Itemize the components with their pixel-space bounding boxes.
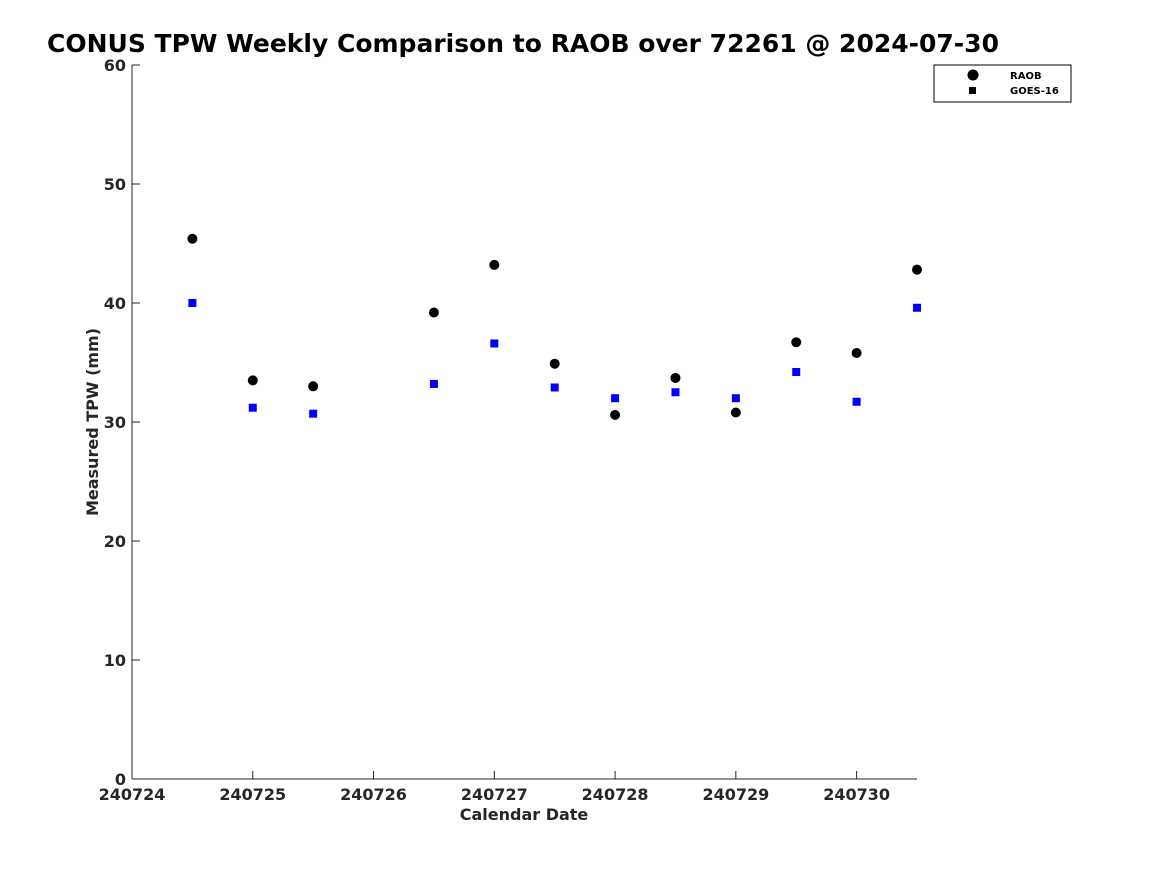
legend-box xyxy=(933,64,1072,103)
raob-point xyxy=(670,372,681,383)
legend-goes16-marker xyxy=(969,87,976,94)
y-tick-label: 0 xyxy=(115,770,126,789)
chart-title: CONUS TPW Weekly Comparison to RAOB over… xyxy=(47,29,999,58)
raob-point xyxy=(912,264,922,275)
x-tick-label: 240730 xyxy=(823,785,890,804)
x-tick-label: 240729 xyxy=(702,785,769,804)
y-tick-label: 50 xyxy=(104,175,126,194)
raob-point xyxy=(851,347,862,358)
raob-point xyxy=(549,358,560,369)
axes: 0 10 20 30 40 50 60 240724 240725 240726 240727 240… xyxy=(99,56,917,804)
x-tick-label: 240726 xyxy=(340,785,407,804)
goes16-point xyxy=(731,394,740,403)
x-axis-label: Calendar Date xyxy=(460,805,589,824)
goes16-point xyxy=(490,339,499,348)
raob-point xyxy=(730,407,741,418)
x-tick-label: 240725 xyxy=(219,785,286,804)
y-axis-label: Measured TPW (mm) xyxy=(83,328,102,516)
raob-point xyxy=(247,375,258,386)
goes16-point xyxy=(792,368,801,377)
goes16-point xyxy=(611,394,620,403)
legend: RAOB GOES-16 xyxy=(933,64,1072,103)
raob-point xyxy=(489,259,500,270)
goes16-point xyxy=(309,409,318,418)
goes16-point xyxy=(248,403,257,412)
raob-point xyxy=(791,337,802,348)
goes16-point xyxy=(188,299,197,307)
goes16-point xyxy=(671,388,680,397)
legend-raob-label: RAOB xyxy=(1010,71,1042,82)
y-tick-label: 10 xyxy=(104,651,126,670)
raob-point xyxy=(308,381,319,392)
raob-point xyxy=(187,233,198,244)
legend-goes16-label: GOES-16 xyxy=(1010,86,1059,97)
x-tick-label: 240728 xyxy=(582,785,649,804)
goes16-point xyxy=(429,379,438,388)
data-marks xyxy=(187,233,922,420)
x-tick-label: 240724 xyxy=(99,785,166,804)
goes16-point xyxy=(550,383,559,392)
legend-raob-marker xyxy=(967,69,979,81)
raob-point xyxy=(610,409,621,420)
x-tick-label: 240727 xyxy=(461,785,528,804)
y-tick-label: 40 xyxy=(104,294,126,313)
y-tick-label: 30 xyxy=(104,413,126,432)
raob-point xyxy=(428,307,439,318)
y-tick-label: 20 xyxy=(104,532,126,551)
y-tick-label: 60 xyxy=(104,56,126,75)
goes16-point xyxy=(852,397,861,406)
goes16-point xyxy=(913,303,921,312)
